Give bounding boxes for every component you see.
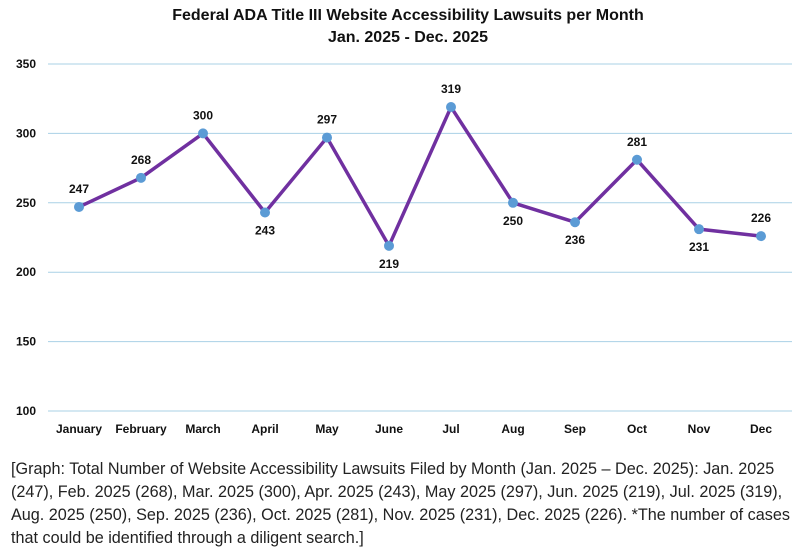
series-line — [78, 105, 762, 248]
chart-title: Federal ADA Title III Website Accessibil… — [172, 7, 644, 24]
data-point — [136, 172, 146, 183]
y-tick-label: 100 — [16, 404, 36, 418]
y-axis-ticks: 100 150 200 250 300 350 — [16, 57, 36, 418]
x-tick-label: March — [185, 422, 220, 436]
data-label: 268 — [131, 153, 151, 167]
data-label: 231 — [689, 240, 709, 254]
data-point — [756, 231, 766, 242]
graph-caption: [Graph: Total Number of Website Accessib… — [11, 460, 790, 547]
data-label: 247 — [69, 182, 89, 196]
x-tick-label: February — [115, 422, 167, 436]
data-label: 243 — [255, 224, 275, 238]
x-axis-ticks: January February March April May June Jul Aug Se… — [56, 422, 772, 436]
data-point — [570, 217, 580, 228]
data-point — [260, 207, 270, 218]
data-label: 319 — [441, 82, 461, 96]
line-chart: Federal ADA Title III Website Accessibil… — [16, 7, 792, 436]
y-tick-label: 300 — [16, 126, 36, 140]
x-tick-label: Jul — [442, 422, 459, 436]
data-point — [74, 201, 84, 212]
y-tick-label: 350 — [16, 57, 36, 71]
data-point — [384, 240, 394, 251]
data-label: 236 — [565, 233, 585, 247]
x-tick-label: Oct — [627, 422, 647, 436]
grid-lines — [48, 63, 792, 412]
data-labels: 247 268 300 243 297 219 319 250 236 281 231 226 — [69, 82, 771, 271]
data-label: 219 — [379, 257, 399, 271]
x-tick-label: Aug — [501, 422, 524, 436]
y-tick-label: 250 — [16, 196, 36, 210]
x-tick-label: Nov — [688, 422, 711, 436]
x-tick-label: Sep — [564, 422, 586, 436]
data-label: 300 — [193, 108, 213, 122]
data-point — [508, 197, 518, 208]
data-label: 250 — [503, 214, 523, 228]
chart-subtitle: Jan. 2025 - Dec. 2025 — [328, 29, 488, 46]
x-tick-label: April — [251, 422, 278, 436]
data-point — [446, 102, 456, 113]
data-point — [198, 128, 208, 139]
x-tick-label: Dec — [750, 422, 772, 436]
x-tick-label: January — [56, 422, 102, 436]
data-label: 281 — [627, 135, 647, 149]
y-tick-label: 150 — [16, 335, 36, 349]
y-tick-label: 200 — [16, 265, 36, 279]
x-tick-label: June — [375, 422, 403, 436]
series — [74, 102, 766, 251]
data-point — [694, 224, 704, 235]
x-tick-label: May — [315, 422, 339, 436]
data-point — [322, 132, 332, 143]
data-label: 226 — [751, 211, 771, 225]
data-point — [632, 154, 642, 165]
data-label: 297 — [317, 113, 337, 127]
